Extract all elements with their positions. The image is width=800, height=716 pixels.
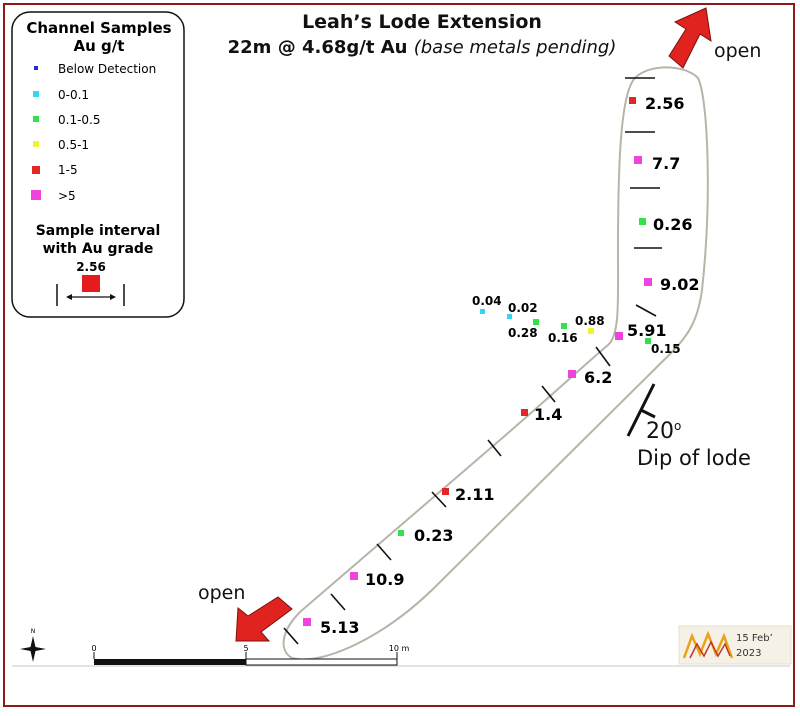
scale-label-10: 10 m xyxy=(389,644,410,653)
sample-grade: 5.13 xyxy=(320,618,359,637)
sample-marker xyxy=(521,409,528,416)
sample-grade: 0.26 xyxy=(653,215,692,234)
sample-grade: 0.15 xyxy=(651,342,681,356)
dip-value: 20o xyxy=(646,419,681,444)
sample-grade: 7.7 xyxy=(652,154,680,173)
logo-date-line1: 15 Feb’ xyxy=(736,633,773,644)
sample-marker xyxy=(639,218,646,225)
sample-grade: 0.23 xyxy=(414,526,453,545)
sample-grade: 0.02 xyxy=(508,301,538,315)
dip-label: Dip of lode xyxy=(637,446,751,470)
logo-date-line2: 2023 xyxy=(736,648,761,659)
legend-title: Channel Samples xyxy=(26,19,171,37)
interval-subtitle: with Au grade xyxy=(43,241,154,257)
company-logo: 15 Feb’ 2023 xyxy=(678,625,792,665)
sample-grade: 1.4 xyxy=(534,405,562,424)
scale-bar-solid xyxy=(94,659,246,665)
subtitle-note: (base metals pending) xyxy=(414,37,617,58)
compass-icon xyxy=(20,636,46,662)
sample-markers: 2.56 7.7 0.26 9.02 5.91 0.15 0.88 0.16 0… xyxy=(303,94,699,637)
sample-grade: 0.28 xyxy=(508,326,538,340)
legend-swatch xyxy=(32,166,40,174)
legend-item-label: >5 xyxy=(58,189,76,203)
sample-marker xyxy=(588,328,594,334)
legend-swatch xyxy=(33,141,39,147)
legend-item-label: 0.1-0.5 xyxy=(58,113,101,127)
scale-label-5: 5 xyxy=(243,644,248,653)
sample-grade: 2.56 xyxy=(645,94,684,113)
arrow-down-left-icon xyxy=(235,596,293,642)
sample-grade: 10.9 xyxy=(365,570,404,589)
sample-grade: 0.88 xyxy=(575,314,605,328)
legend-swatch xyxy=(33,116,39,122)
open-label-bottom: open xyxy=(198,582,245,604)
legend-item-label: 0-0.1 xyxy=(58,88,89,102)
sample-marker xyxy=(442,488,449,495)
sample-marker xyxy=(350,572,358,580)
sample-marker xyxy=(568,370,576,378)
sample-marker xyxy=(303,618,311,626)
sample-marker xyxy=(398,530,404,536)
sample-grade: 6.2 xyxy=(584,368,612,387)
open-arrow-top: open xyxy=(668,7,761,69)
legend-item-label: 1-5 xyxy=(58,163,78,177)
sample-marker xyxy=(480,309,485,314)
sample-marker xyxy=(507,314,512,319)
subtitle-main: 22m @ 4.68g/t Au xyxy=(228,37,414,58)
sample-marker xyxy=(629,97,636,104)
legend-subtitle: Au g/t xyxy=(74,37,125,55)
open-label-top: open xyxy=(714,40,761,62)
map-border xyxy=(3,3,795,707)
sample-marker xyxy=(533,319,539,325)
interval-ticks xyxy=(283,77,662,645)
lode-outline xyxy=(282,66,709,661)
scale-bar-hollow xyxy=(245,658,398,666)
scale-bar: 0 5 10 m xyxy=(91,644,410,666)
interval-title: Sample interval xyxy=(36,223,161,239)
dip-tick-icon xyxy=(640,408,656,419)
dip-symbol: 20o Dip of lode xyxy=(626,383,751,470)
sample-grade: 0.16 xyxy=(548,331,578,345)
map-subtitle: 22m @ 4.68g/t Au (base metals pending) xyxy=(228,37,617,58)
north-arrow: N xyxy=(20,628,46,662)
sample-marker xyxy=(634,156,642,164)
legend-swatch xyxy=(31,190,41,200)
map-title: Leah’s Lode Extension xyxy=(302,11,542,33)
legend-swatch xyxy=(34,66,38,70)
legend-item-label: Below Detection xyxy=(58,62,156,76)
sample-marker xyxy=(644,278,652,286)
logo-mountain-icon xyxy=(682,630,734,659)
arrow-up-right-icon xyxy=(668,7,712,69)
north-label: N xyxy=(31,628,36,635)
sample-grade: 0.04 xyxy=(472,294,502,308)
sample-grade: 5.91 xyxy=(627,321,666,340)
sample-grade: 9.02 xyxy=(660,275,699,294)
sample-grade: 2.11 xyxy=(455,485,494,504)
interval-example-grade: 2.56 xyxy=(76,260,106,274)
legend-item-label: 0.5-1 xyxy=(58,138,89,152)
legend: Channel Samples Au g/t Below Detection 0… xyxy=(11,11,185,318)
interval-example-marker xyxy=(82,275,100,292)
sample-marker xyxy=(615,332,623,340)
open-arrow-bottom: open xyxy=(198,582,293,642)
sample-marker xyxy=(645,338,651,344)
sample-marker xyxy=(561,323,567,329)
scale-label-0: 0 xyxy=(91,644,96,653)
legend-swatch xyxy=(33,91,39,97)
